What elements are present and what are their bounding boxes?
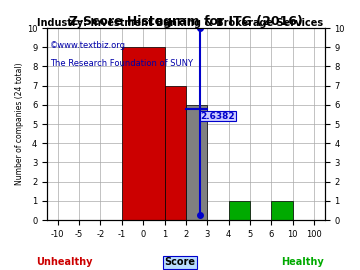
Bar [165,86,186,220]
Y-axis label: Number of companies (24 total): Number of companies (24 total) [15,63,24,185]
Text: 2.6382: 2.6382 [201,112,235,120]
Bar [271,201,293,220]
Bar [229,201,250,220]
Text: Unhealthy: Unhealthy [36,257,93,267]
Text: Score: Score [165,257,195,267]
Bar [186,105,207,220]
Text: Industry: Investment Banking & Brokerage Services: Industry: Investment Banking & Brokerage… [37,18,323,28]
Bar [122,47,165,220]
Text: Healthy: Healthy [281,257,324,267]
Text: The Research Foundation of SUNY: The Research Foundation of SUNY [50,59,193,68]
Text: ©www.textbiz.org: ©www.textbiz.org [50,42,126,50]
Title: Z-Score Histogram for ITG (2016): Z-Score Histogram for ITG (2016) [69,15,303,28]
